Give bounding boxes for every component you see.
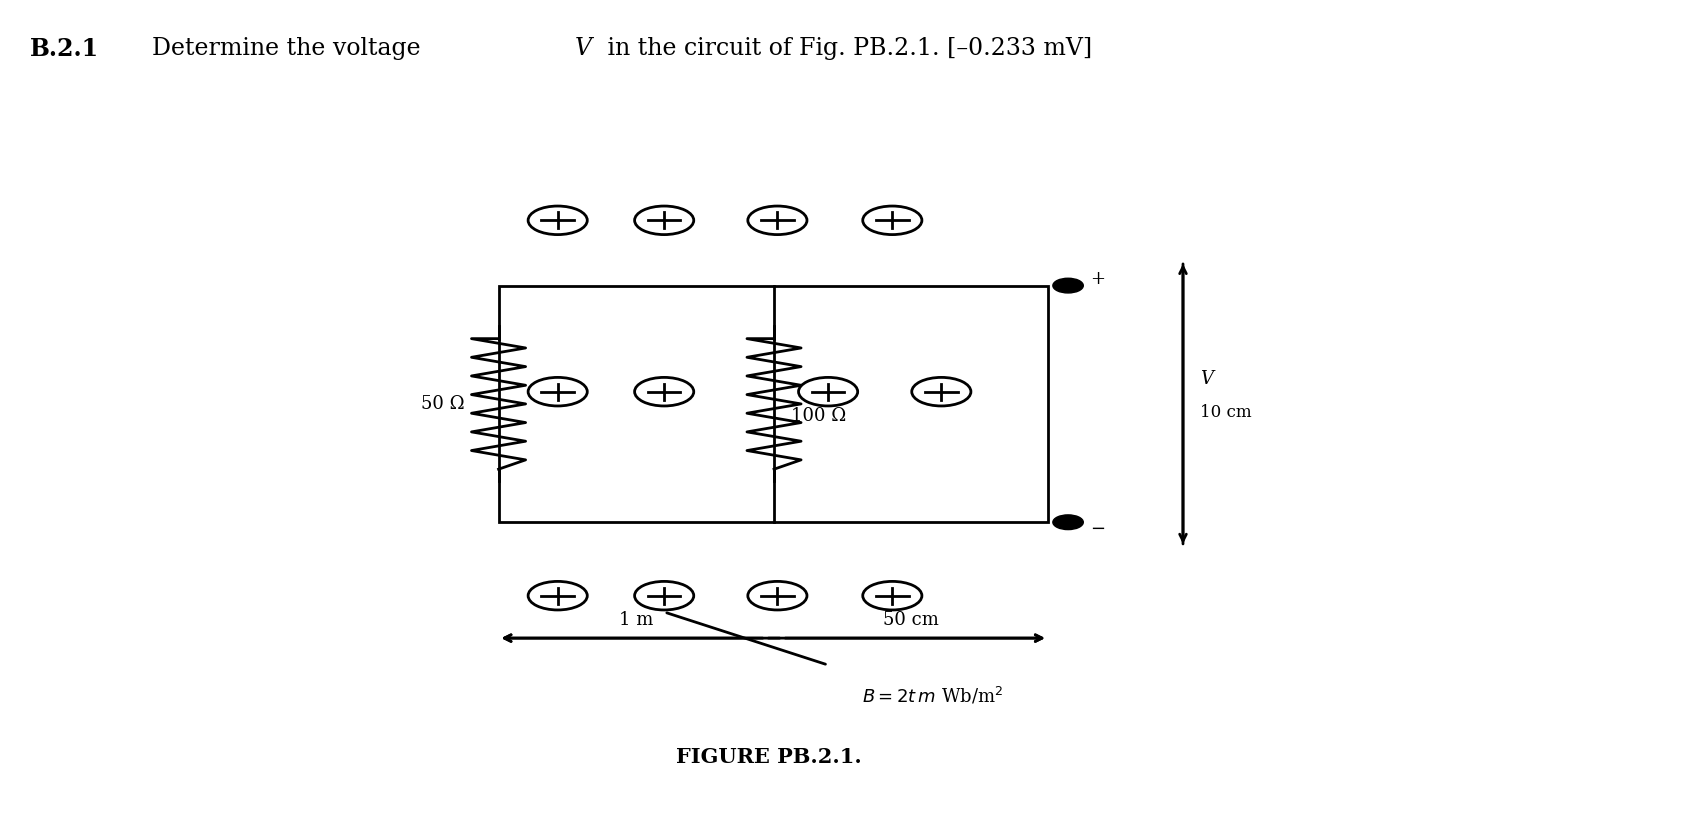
Text: 50 Ω: 50 Ω (421, 395, 464, 413)
Text: 50 cm: 50 cm (882, 611, 939, 629)
Text: FIGURE PB.2.1.: FIGURE PB.2.1. (676, 747, 861, 767)
Text: 10 cm: 10 cm (1199, 404, 1252, 420)
Text: +: + (1089, 270, 1105, 288)
Text: 1 m: 1 m (618, 611, 654, 629)
Text: V: V (574, 37, 591, 60)
Text: 100 Ω: 100 Ω (790, 407, 846, 425)
Text: V: V (1199, 370, 1213, 388)
Text: $\mathit{B} = 2\mathit{t}\,\mathit{m}$ Wb/m$^2$: $\mathit{B} = 2\mathit{t}\,\mathit{m}$ W… (861, 685, 1003, 707)
Text: Determine the voltage: Determine the voltage (152, 37, 427, 60)
Text: −: − (1089, 520, 1105, 538)
Circle shape (1052, 515, 1083, 530)
Text: in the circuit of Fig. PB.2.1. [–0.233 mV]: in the circuit of Fig. PB.2.1. [–0.233 m… (600, 37, 1091, 60)
Text: B.2.1: B.2.1 (30, 37, 100, 60)
Circle shape (1052, 278, 1083, 293)
